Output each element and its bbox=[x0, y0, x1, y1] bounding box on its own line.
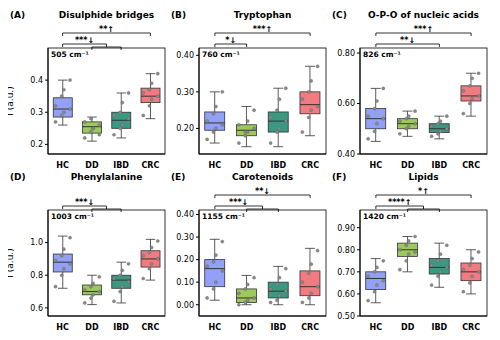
svg-text:0.20: 0.20 bbox=[176, 124, 194, 133]
svg-text:HC: HC bbox=[370, 161, 383, 170]
svg-text:0.10: 0.10 bbox=[176, 278, 194, 287]
svg-text:Lipids: Lipids bbox=[408, 172, 438, 182]
svg-text:***↑: ***↑ bbox=[253, 25, 272, 34]
svg-text:(A): (A) bbox=[10, 10, 25, 20]
svg-text:(D): (D) bbox=[10, 172, 26, 182]
svg-text:***↓: ***↓ bbox=[229, 198, 248, 207]
svg-text:CRC: CRC bbox=[301, 323, 319, 332]
svg-text:IBD: IBD bbox=[271, 323, 287, 332]
svg-text:IBD: IBD bbox=[271, 161, 287, 170]
svg-text:**↓: **↓ bbox=[400, 36, 415, 45]
svg-text:0.3: 0.3 bbox=[30, 108, 43, 117]
svg-text:DD: DD bbox=[240, 323, 254, 332]
svg-text:HC: HC bbox=[209, 323, 222, 332]
svg-text:HC: HC bbox=[370, 323, 383, 332]
svg-text:0.90: 0.90 bbox=[337, 224, 355, 233]
svg-text:CRC: CRC bbox=[141, 161, 159, 170]
svg-text:***↑: ***↑ bbox=[414, 25, 433, 34]
svg-text:*↓: *↓ bbox=[225, 36, 236, 45]
svg-text:CRC: CRC bbox=[141, 323, 159, 332]
svg-text:826 cm⁻¹: 826 cm⁻¹ bbox=[363, 50, 401, 59]
svg-text:IBD: IBD bbox=[432, 323, 448, 332]
svg-text:HC: HC bbox=[209, 161, 222, 170]
svg-text:I (a.u.): I (a.u.) bbox=[8, 248, 15, 277]
svg-text:(C): (C) bbox=[332, 10, 347, 20]
svg-text:DD: DD bbox=[401, 161, 415, 170]
svg-text:CRC: CRC bbox=[462, 323, 480, 332]
svg-text:0.20: 0.20 bbox=[176, 255, 194, 264]
svg-text:Phenylalanine: Phenylalanine bbox=[71, 172, 143, 182]
svg-text:0.4: 0.4 bbox=[30, 76, 43, 85]
svg-text:760 cm⁻¹: 760 cm⁻¹ bbox=[202, 50, 240, 59]
svg-text:*↑: *↑ bbox=[418, 187, 429, 196]
svg-text:0.30: 0.30 bbox=[176, 88, 194, 97]
svg-text:I (a.u.): I (a.u.) bbox=[8, 86, 15, 115]
svg-text:***↓: ***↓ bbox=[75, 36, 94, 45]
svg-text:DD: DD bbox=[85, 161, 99, 170]
svg-text:0.40: 0.40 bbox=[176, 210, 194, 219]
svg-text:Disulphide bridges: Disulphide bridges bbox=[59, 10, 154, 20]
svg-text:(E): (E) bbox=[171, 172, 185, 182]
svg-text:(B): (B) bbox=[171, 10, 186, 20]
svg-text:0.6: 0.6 bbox=[30, 304, 43, 313]
svg-text:505 cm⁻¹: 505 cm⁻¹ bbox=[51, 50, 89, 59]
svg-text:0.50: 0.50 bbox=[337, 312, 355, 321]
svg-text:1003 cm⁻¹: 1003 cm⁻¹ bbox=[51, 212, 94, 221]
svg-text:HC: HC bbox=[56, 323, 69, 332]
svg-text:HC: HC bbox=[56, 161, 69, 170]
svg-text:CRC: CRC bbox=[301, 161, 319, 170]
svg-text:O-P-O of nucleic acids: O-P-O of nucleic acids bbox=[368, 10, 479, 20]
svg-text:IBD: IBD bbox=[113, 161, 129, 170]
svg-text:1420 cm⁻¹: 1420 cm⁻¹ bbox=[363, 212, 406, 221]
svg-text:Tryptophan: Tryptophan bbox=[234, 10, 292, 20]
svg-text:Carotenoids: Carotenoids bbox=[232, 172, 293, 182]
svg-text:0.8: 0.8 bbox=[30, 271, 43, 280]
svg-text:0.70: 0.70 bbox=[337, 268, 355, 277]
svg-text:0.40: 0.40 bbox=[176, 51, 194, 60]
svg-text:DD: DD bbox=[85, 323, 99, 332]
svg-text:****↑: ****↑ bbox=[388, 198, 411, 207]
svg-text:0.2: 0.2 bbox=[30, 140, 43, 149]
svg-text:***↓: ***↓ bbox=[75, 198, 94, 207]
svg-text:0.60: 0.60 bbox=[337, 290, 355, 299]
svg-text:CRC: CRC bbox=[462, 161, 480, 170]
svg-text:(F): (F) bbox=[332, 172, 346, 182]
svg-text:IBD: IBD bbox=[432, 161, 448, 170]
svg-text:1155 cm⁻¹: 1155 cm⁻¹ bbox=[202, 212, 245, 221]
svg-text:DD: DD bbox=[401, 323, 415, 332]
svg-text:0.60: 0.60 bbox=[337, 99, 355, 108]
svg-text:0.80: 0.80 bbox=[337, 49, 355, 58]
svg-text:0.30: 0.30 bbox=[176, 233, 194, 242]
svg-text:0.40: 0.40 bbox=[337, 150, 355, 159]
svg-text:0.00: 0.00 bbox=[176, 301, 194, 310]
svg-text:**↑: **↑ bbox=[99, 25, 114, 34]
svg-text:1.0: 1.0 bbox=[30, 238, 43, 247]
svg-text:0.80: 0.80 bbox=[337, 246, 355, 255]
svg-text:IBD: IBD bbox=[113, 323, 129, 332]
svg-text:DD: DD bbox=[240, 161, 254, 170]
svg-text:**↓: **↓ bbox=[255, 187, 270, 196]
